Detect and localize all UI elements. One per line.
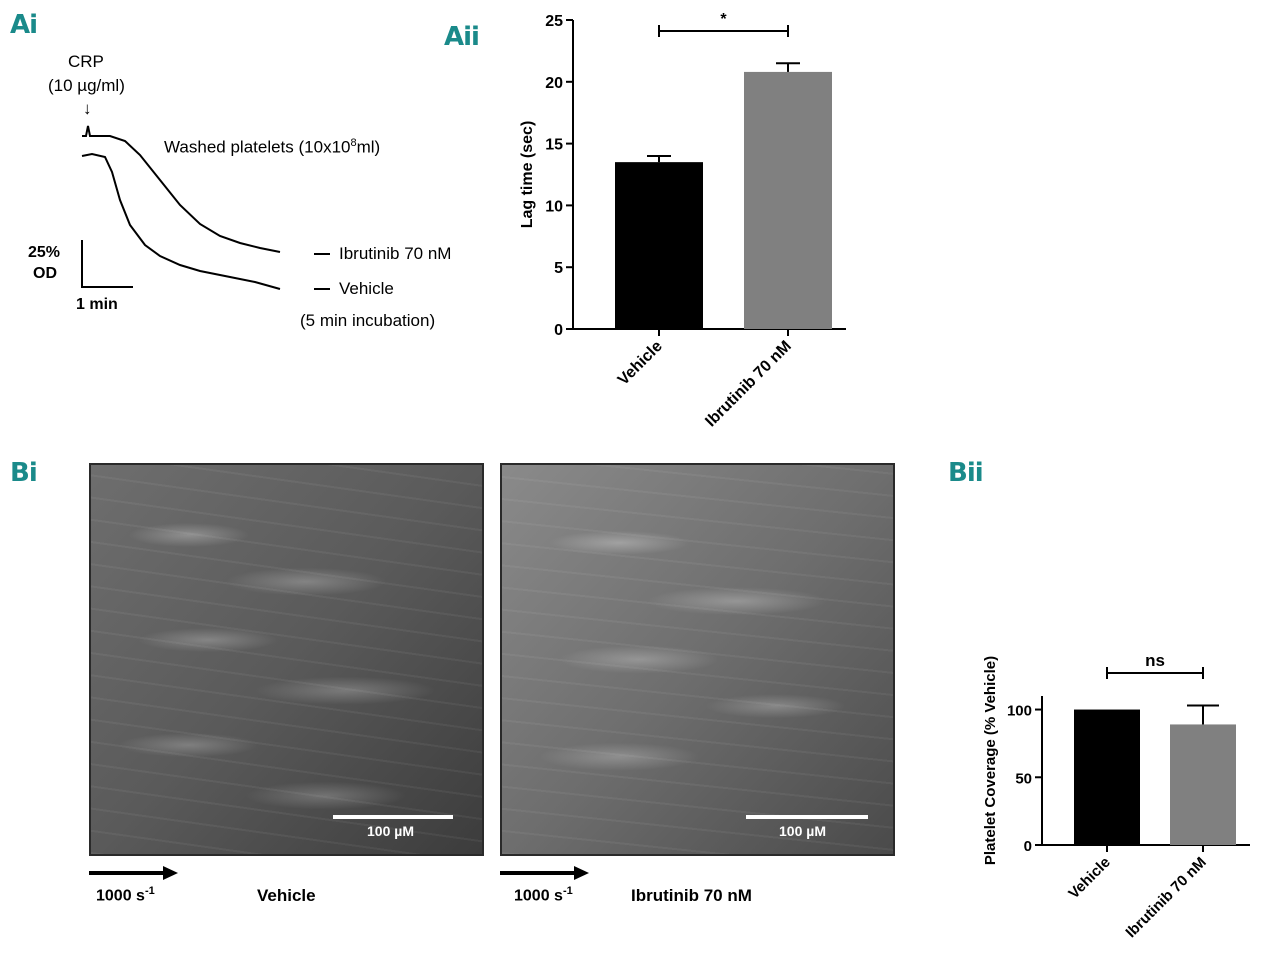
scale-y-label-2: OD xyxy=(33,265,57,282)
panel-label-bi: Bi xyxy=(10,458,38,488)
micrograph-ibrutinib: 100 µM xyxy=(500,463,895,856)
y-tick-label: 100 xyxy=(1007,703,1032,720)
bar xyxy=(744,71,832,330)
bar xyxy=(1074,709,1140,845)
shear-rate-right: 1000 s-1 xyxy=(514,885,573,905)
y-tick-label: 20 xyxy=(545,75,563,92)
y-tick-label: 0 xyxy=(554,322,563,339)
panel-label-ai: Ai xyxy=(10,10,38,40)
stimulus-dose-label: (10 µg/ml) xyxy=(48,76,125,95)
trace-ibrutinib xyxy=(82,125,281,253)
scale-bar-left xyxy=(333,815,453,819)
stimulus-label: CRP xyxy=(68,52,104,71)
y-tick-label: 25 xyxy=(545,13,563,30)
significance-label: * xyxy=(720,11,727,28)
x-category-label: Ibrutinib 70 nM xyxy=(1122,854,1209,941)
y-tick-label: 10 xyxy=(545,198,563,215)
bar xyxy=(615,162,703,329)
trace-scale-bar xyxy=(81,240,133,288)
micrograph-vehicle: 100 µM xyxy=(89,463,484,856)
incubation-label: (5 min incubation) xyxy=(300,311,436,330)
scale-y-label-1: 25% xyxy=(28,244,61,261)
scale-bar-label-left: 100 µM xyxy=(367,823,414,839)
legend-vehicle: Vehicle xyxy=(339,279,394,298)
trace-vehicle xyxy=(81,152,281,290)
panel-label-aii: Aii xyxy=(444,22,480,52)
y-axis-label: Platelet Coverage (% Vehicle) xyxy=(982,656,999,865)
y-tick-label: 15 xyxy=(545,137,563,154)
significance-label: ns xyxy=(1145,651,1165,670)
y-tick-label: 5 xyxy=(554,260,563,277)
stimulus-arrow: ↓ xyxy=(83,99,92,118)
y-tick-label: 50 xyxy=(1015,770,1032,787)
platelets-label: Washed platelets (10x108ml) xyxy=(164,137,381,157)
scale-bar-label-right: 100 µM xyxy=(779,823,826,839)
y-tick-label: 0 xyxy=(1024,838,1032,855)
y-axis-label: Lag time (sec) xyxy=(519,121,536,229)
scale-x-label: 1 min xyxy=(76,296,118,313)
x-category-label: Vehicle xyxy=(1065,854,1114,903)
caption-ibrutinib: Ibrutinib 70 nM xyxy=(631,886,752,905)
panel-label-bii: Bii xyxy=(948,458,984,488)
bar xyxy=(1170,724,1236,845)
scale-bar-right xyxy=(746,815,868,819)
legend-ibrutinib: Ibrutinib 70 nM xyxy=(339,244,452,263)
caption-vehicle: Vehicle xyxy=(257,886,316,905)
shear-rate-left: 1000 s-1 xyxy=(96,885,155,905)
